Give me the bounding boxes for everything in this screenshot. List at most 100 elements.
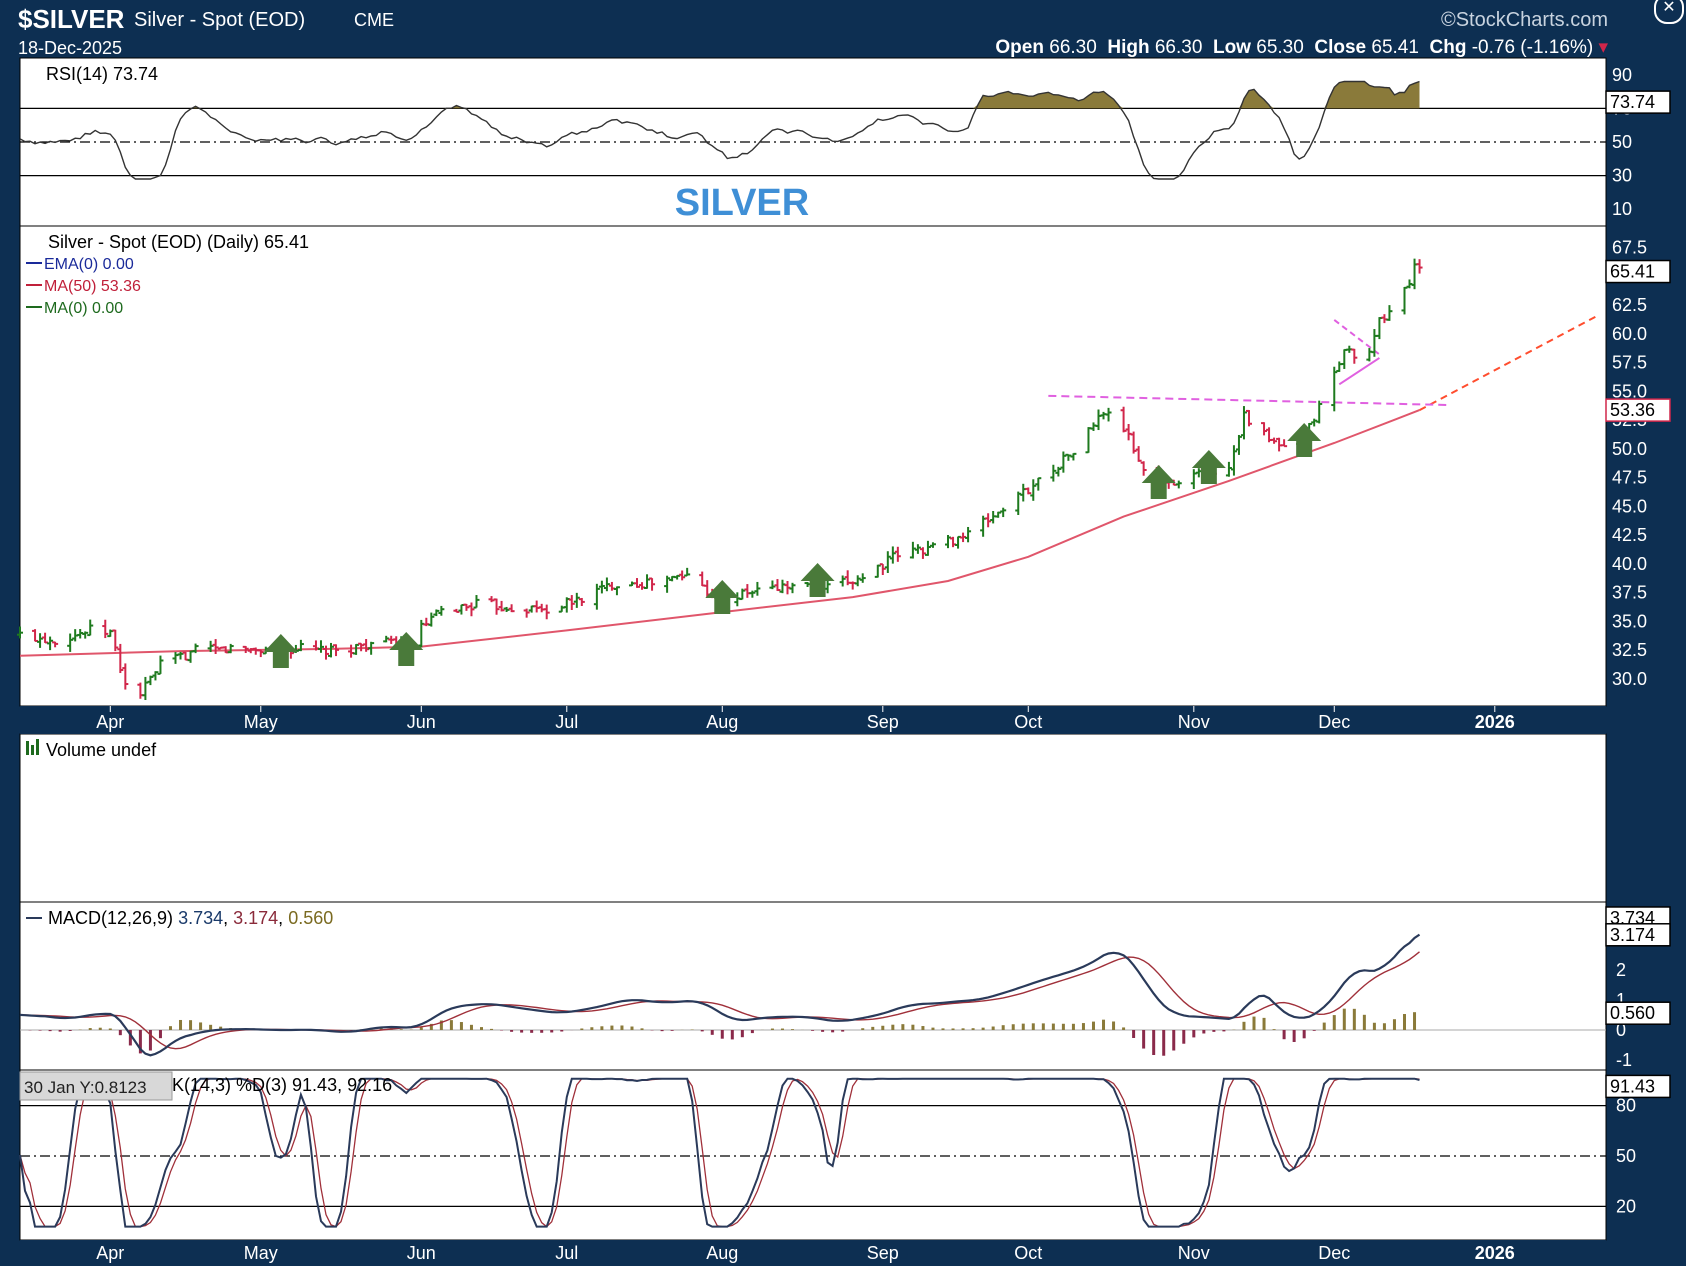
volume-icon-bar <box>31 745 34 755</box>
macd-histogram-bar <box>991 1026 995 1030</box>
stoch-xaxis-label: Apr <box>96 1243 124 1263</box>
price-tick: 55.0 <box>1612 381 1647 401</box>
macd-histogram-bar <box>429 1023 433 1030</box>
price-xaxis-label: Jun <box>407 712 436 732</box>
price-bar <box>985 513 992 528</box>
price-bar <box>889 546 896 564</box>
legend-ma50: MA(50) 53.36 <box>44 278 141 295</box>
macd-histogram-bar <box>560 1030 564 1032</box>
macd-histogram-bar <box>660 1030 664 1032</box>
macd-histogram-bar <box>469 1024 473 1030</box>
price-bar <box>67 633 74 652</box>
rsi-label: RSI(14) 73.74 <box>46 64 158 84</box>
stoch-xaxis-label: Oct <box>1014 1243 1042 1263</box>
price-bar <box>884 551 891 573</box>
price-bar <box>1050 464 1057 482</box>
stoch-xaxis-label: Aug <box>706 1243 738 1263</box>
macd-histogram-bar <box>821 1030 825 1032</box>
macd-histogram-bar <box>1122 1027 1126 1030</box>
macd-histogram-bar <box>1242 1021 1246 1030</box>
macd-histogram-bar <box>158 1030 162 1039</box>
stoch-xaxis-label: Nov <box>1178 1243 1210 1263</box>
macd-histogram-bar <box>439 1020 443 1030</box>
price-xaxis-label: Jul <box>555 712 578 732</box>
close-icon[interactable]: ✕ <box>1654 0 1684 24</box>
ma50-projection-line <box>1419 315 1597 411</box>
ma50-tag: 53.36 <box>1610 400 1655 420</box>
price-bar <box>1060 451 1067 473</box>
macd-histogram-bar <box>98 1027 102 1030</box>
ohlc-readout: Open 66.30 High 66.30 Low 65.30 Close 65… <box>995 37 1608 58</box>
price-bar <box>1225 461 1232 477</box>
macd-histogram-bar <box>710 1030 714 1035</box>
macd-histogram-bar <box>700 1030 704 1032</box>
price-bar <box>774 579 781 592</box>
price-bar <box>1261 422 1268 436</box>
macd-histogram-bar <box>1152 1030 1156 1055</box>
macd-histogram-bar <box>861 1028 865 1030</box>
macd-histogram-bar <box>530 1030 534 1033</box>
price-bar <box>754 581 761 596</box>
macd-histogram-bar <box>1352 1008 1356 1030</box>
stoch-xaxis-label: Dec <box>1318 1243 1350 1263</box>
price-bar <box>634 578 641 588</box>
macd-histogram-bar <box>209 1024 213 1030</box>
macd-histogram-bar <box>510 1030 514 1032</box>
price-xaxis-label: 2026 <box>1475 712 1515 732</box>
macd-histogram-bar <box>881 1025 885 1030</box>
macd-histogram-bar <box>1282 1030 1286 1040</box>
price-bar <box>1000 507 1007 518</box>
macd-label-label_main: MACD(12,26,9) <box>48 908 173 928</box>
macd-histogram-bar <box>1332 1015 1336 1030</box>
price-bar <box>192 643 199 654</box>
price-bar <box>909 541 916 559</box>
price-bar <box>473 595 480 609</box>
macd-tag: 3.734 <box>1610 908 1655 928</box>
macd-histogram-bar <box>740 1030 744 1038</box>
cursor-readout-box <box>19 1071 173 1101</box>
macd-histogram-bar <box>600 1026 604 1030</box>
price-bar <box>297 639 304 652</box>
macd-histogram-bar <box>1112 1021 1116 1030</box>
macd-histogram-bar <box>1272 1029 1276 1030</box>
macd-histogram-bar <box>780 1028 784 1030</box>
price-tick: 32.5 <box>1612 640 1647 660</box>
last-price-tag: 65.41 <box>1610 262 1655 282</box>
price-bar <box>1120 406 1127 433</box>
price-bar <box>1240 406 1247 440</box>
macd-histogram-bar <box>831 1030 835 1033</box>
price-bar <box>924 540 931 556</box>
macd-histogram-bar <box>1081 1023 1085 1030</box>
macd-histogram-bar <box>1021 1023 1025 1030</box>
price-bar <box>112 629 119 652</box>
rsi-tick: 10 <box>1612 199 1632 219</box>
price-bar <box>1230 445 1237 476</box>
macd-histogram-bar <box>1222 1030 1226 1032</box>
stoch-tick: 50 <box>1616 1146 1636 1166</box>
macd-histogram-bar <box>1292 1030 1296 1042</box>
macd-histogram-bar <box>911 1024 915 1030</box>
macd-histogram-bar <box>88 1028 92 1030</box>
macd-histogram-bar <box>981 1027 985 1030</box>
rsi-value-tag: 73.74 <box>1610 92 1655 112</box>
price-bar <box>543 604 550 620</box>
macd-histogram-bar <box>1061 1023 1065 1030</box>
macd-histogram-bar <box>610 1025 614 1030</box>
support-arrow-icon <box>389 632 424 666</box>
price-bar <box>854 575 861 587</box>
macd-histogram-bar <box>971 1028 975 1030</box>
price-bar <box>1015 491 1022 516</box>
macd-histogram-bar <box>1252 1016 1256 1030</box>
price-bar <box>593 583 600 610</box>
price-bar <box>613 586 620 596</box>
price-bar <box>322 645 329 660</box>
price-bar <box>52 641 59 648</box>
price-bar <box>769 580 776 590</box>
rsi-tick: 30 <box>1612 166 1632 186</box>
macd-tick: 2 <box>1616 960 1626 980</box>
price-bar <box>598 580 605 594</box>
price-bar <box>1351 348 1358 364</box>
price-bar <box>679 570 686 581</box>
price-bar <box>1416 259 1423 274</box>
price-bar <box>879 563 886 576</box>
